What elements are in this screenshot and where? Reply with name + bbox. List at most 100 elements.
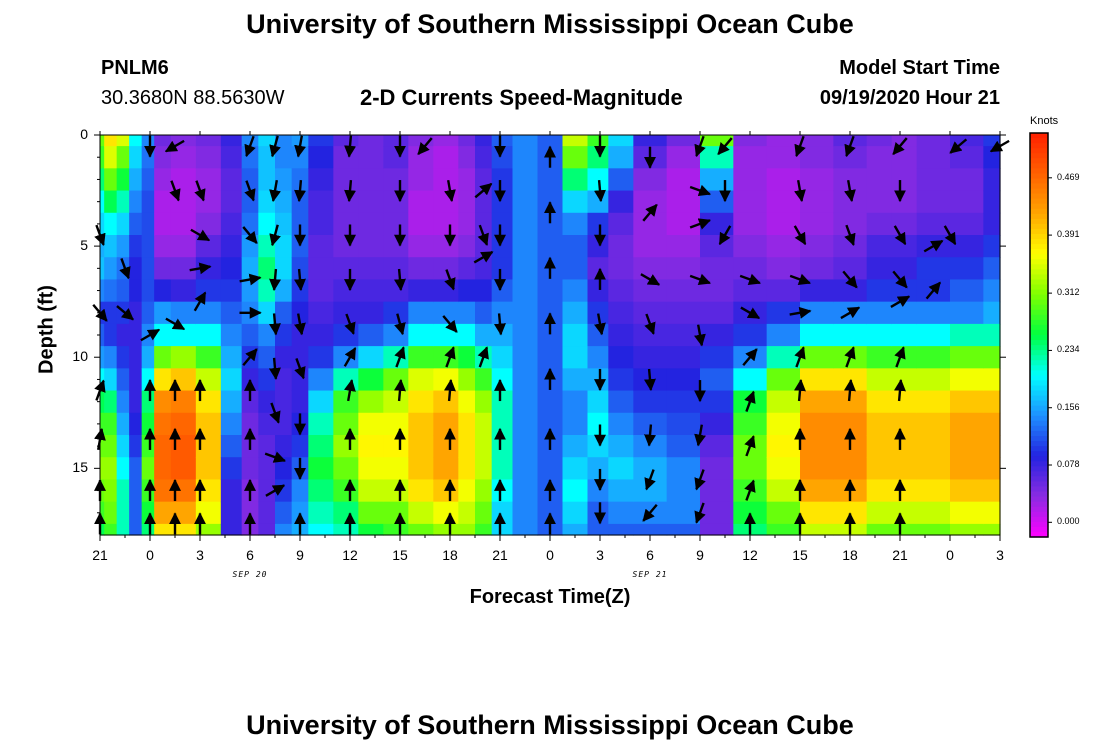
heatmap-cell xyxy=(458,501,476,525)
heatmap-cell xyxy=(800,190,834,214)
heatmap-cell xyxy=(258,279,276,303)
heatmap-cell xyxy=(666,257,701,281)
heatmap-cell xyxy=(358,501,384,525)
heatmap-cell xyxy=(916,135,951,147)
current-vector-arrow xyxy=(473,250,494,264)
heatmap-cell xyxy=(587,257,609,281)
colorbar-segment xyxy=(1030,420,1048,427)
current-vector-arrow xyxy=(393,268,406,292)
colorbar-segment xyxy=(1030,375,1048,382)
heatmap-cell xyxy=(950,501,984,525)
heatmap-cell xyxy=(666,146,701,169)
heatmap-cell xyxy=(333,212,359,236)
heatmap-cell xyxy=(833,412,868,436)
heatmap-cell xyxy=(195,435,222,458)
heatmap-cell xyxy=(608,479,634,503)
current-vector-arrow xyxy=(694,135,706,158)
heatmap-cell xyxy=(512,523,539,536)
heatmap-cell xyxy=(700,457,734,481)
heatmap-cell xyxy=(608,390,634,414)
heatmap-cell xyxy=(700,390,734,414)
heatmap-cell xyxy=(700,146,734,169)
heatmap-cell xyxy=(116,457,130,481)
current-vector-arrow xyxy=(949,138,968,154)
heatmap-cell xyxy=(491,168,514,192)
current-vector-arrow xyxy=(169,180,181,202)
heatmap-cell xyxy=(241,323,259,347)
heatmap-cell xyxy=(537,412,564,436)
heatmap-cell xyxy=(587,190,609,214)
heatmap-cell xyxy=(129,346,143,369)
heatmap-cell xyxy=(475,523,493,536)
heatmap-cell xyxy=(433,135,459,147)
current-vector-arrow xyxy=(294,313,306,336)
heatmap-cell xyxy=(512,457,539,481)
heatmap-cell xyxy=(129,146,143,169)
current-vector-arrow xyxy=(744,390,756,412)
heatmap-cell xyxy=(587,323,609,347)
current-vector-arrow xyxy=(717,137,733,156)
heatmap-cell xyxy=(866,235,893,258)
heatmap-cell xyxy=(983,190,1001,214)
heatmap-cell xyxy=(141,346,155,369)
heatmap-cell xyxy=(666,390,701,414)
heatmap-cell xyxy=(800,368,834,392)
current-vector-arrow xyxy=(119,258,131,280)
current-vector-arrow xyxy=(244,135,256,158)
heatmap-cell xyxy=(562,190,589,214)
heatmap-cell xyxy=(408,190,434,214)
heatmap-cell xyxy=(766,368,801,392)
heatmap-cell xyxy=(333,301,359,325)
heatmap-cell xyxy=(916,323,951,347)
heatmap-cell xyxy=(916,501,951,525)
station-id: PNLM6 xyxy=(101,57,169,79)
current-vector-arrow xyxy=(344,313,356,335)
heatmap-cell xyxy=(333,168,359,192)
heatmap-cell xyxy=(241,257,259,281)
heatmap-cell xyxy=(170,257,197,281)
colorbar-segment xyxy=(1030,410,1048,417)
heatmap-cell xyxy=(100,146,105,169)
colorbar-segment xyxy=(1030,168,1048,174)
heatmap-cell xyxy=(562,412,589,436)
heatmap-cell xyxy=(141,279,155,303)
heatmap-cell xyxy=(383,457,409,481)
heatmap-cell xyxy=(475,168,493,192)
title-top: University of Southern Mississippi Ocean… xyxy=(246,9,854,39)
heatmap-cell xyxy=(491,523,514,536)
heatmap-cell xyxy=(195,523,222,536)
heatmap-cell xyxy=(800,390,834,414)
current-vector-arrow xyxy=(474,182,493,199)
heatmap-cell xyxy=(104,279,118,303)
colorbar-segment xyxy=(1030,239,1048,245)
heatmap-cell xyxy=(512,479,539,503)
heatmap-cell xyxy=(512,346,539,369)
current-vector-arrow xyxy=(193,291,207,312)
heatmap-cell xyxy=(258,412,276,436)
y-axis-label: Depth (ft) xyxy=(35,285,58,374)
heatmap-cell xyxy=(766,190,801,214)
heatmap-cell xyxy=(116,146,130,169)
heatmap-cell xyxy=(220,323,243,347)
heatmap-cell xyxy=(291,257,309,281)
heatmap-cell xyxy=(358,390,384,414)
heatmap-cell xyxy=(220,257,243,281)
heatmap-cell xyxy=(129,323,143,347)
heatmap-cell xyxy=(866,479,893,503)
current-vector-arrow xyxy=(268,313,281,336)
heatmap-cell xyxy=(587,501,609,525)
heatmap-cell xyxy=(983,257,1001,281)
heatmap-cell xyxy=(491,301,514,325)
heatmap-cell xyxy=(633,257,668,281)
current-vector-arrow xyxy=(842,270,858,289)
current-vector-arrow xyxy=(644,313,656,335)
heatmap-cell xyxy=(666,501,701,525)
colorbar-segment xyxy=(1030,324,1048,331)
heatmap-cell xyxy=(458,435,476,458)
colorbar-tick-label: 0.312 xyxy=(1057,287,1080,298)
heatmap-cell xyxy=(241,146,259,169)
heatmap-cell xyxy=(458,346,476,369)
x-tick-label: 0 xyxy=(146,547,154,563)
heatmap-cell xyxy=(275,146,293,169)
heatmap-cell xyxy=(308,346,334,369)
